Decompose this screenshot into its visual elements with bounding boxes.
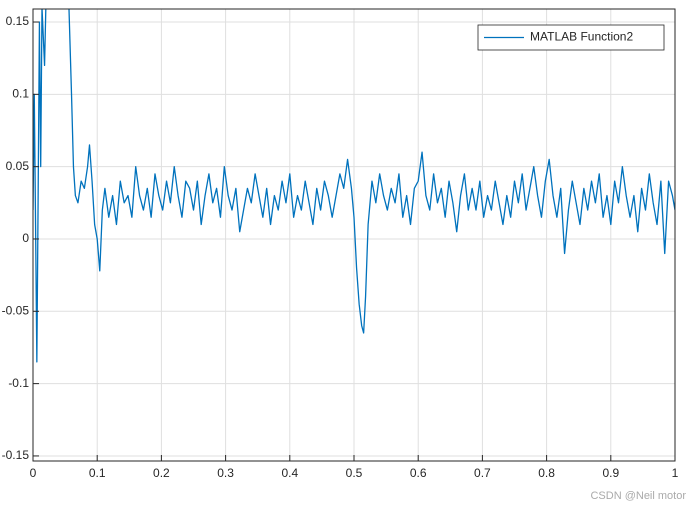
x-tick-label: 1	[672, 466, 679, 480]
x-tick-label: 0.9	[602, 466, 619, 480]
x-tick-label: 0.6	[410, 466, 427, 480]
x-tick-label: 0.2	[153, 466, 170, 480]
x-tick-label: 0.5	[346, 466, 363, 480]
watermark: CSDN @Neil motor	[590, 490, 686, 502]
x-tick-label: 0	[30, 466, 37, 480]
x-tick-label: 0.4	[281, 466, 298, 480]
x-tick-label: 0.8	[538, 466, 555, 480]
legend-label: MATLAB Function2	[530, 30, 633, 44]
x-tick-label: 0.1	[89, 466, 106, 480]
y-tick-label: -0.1	[8, 376, 29, 390]
y-tick-label: 0.15	[6, 14, 30, 28]
y-tick-label: 0.05	[6, 159, 30, 173]
y-tick-label: -0.05	[2, 303, 30, 317]
y-tick-label: -0.15	[2, 448, 30, 462]
x-tick-label: 0.3	[217, 466, 234, 480]
y-tick-label: 0	[22, 231, 29, 245]
x-tick-label: 0.7	[474, 466, 491, 480]
y-tick-label: 0.1	[12, 87, 29, 101]
data-line	[33, 9, 675, 363]
